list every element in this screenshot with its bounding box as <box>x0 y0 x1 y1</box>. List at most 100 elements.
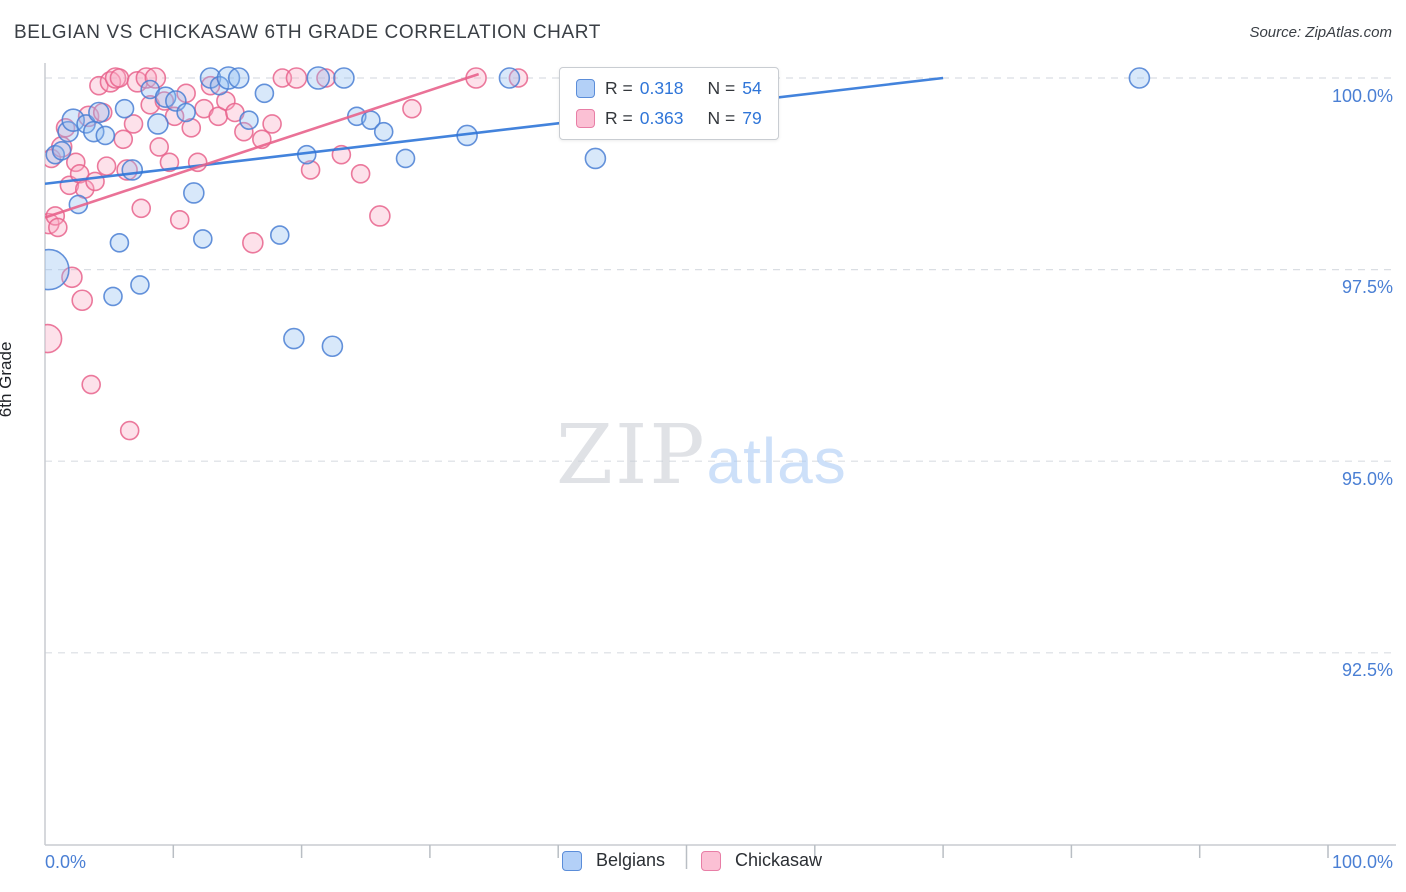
y-tick-label-100: 100.0% <box>1331 86 1393 106</box>
chart-legend: Belgians Chickasaw <box>0 850 1406 871</box>
scatter-point-chickasaw <box>123 114 144 134</box>
chickasaw-swatch <box>576 109 595 128</box>
n-label: N = <box>707 78 736 98</box>
legend-belgians-swatch <box>561 850 582 871</box>
scatter-point-chickasaw <box>119 420 140 441</box>
scatter-point-belgians <box>51 141 72 161</box>
scatter-point-chickasaw <box>109 68 130 88</box>
scatter-point-belgians <box>1128 67 1151 89</box>
chickasaw-r-value: 0.363 <box>639 108 684 128</box>
scatter-point-belgians <box>121 159 144 181</box>
scatter-point-chickasaw <box>316 68 336 88</box>
source-attribution: Source: ZipAtlas.com <box>1249 24 1392 41</box>
scatter-point-belgians <box>130 275 150 295</box>
stats-row-belgians: R = 0.318 N = 54 <box>576 78 762 99</box>
scatter-point-chickasaw <box>402 98 422 119</box>
zipatlas-watermark: ZIPatlas <box>556 408 847 503</box>
legend-belgians-label: Belgians <box>595 850 665 870</box>
scatter-point-chickasaw <box>242 231 264 254</box>
stats-row-chickasaw: R = 0.363 N = 79 <box>576 108 762 129</box>
scatter-point-belgians <box>114 98 135 119</box>
scatter-point-belgians <box>103 286 123 307</box>
scatter-point-belgians <box>321 335 344 358</box>
scatter-point-chickasaw <box>159 152 180 173</box>
scatter-point-belgians <box>176 102 196 123</box>
scatter-point-belgians <box>109 232 130 253</box>
legend-chickasaw-label: Chickasaw <box>735 850 823 870</box>
trend-line-belgians <box>45 76 944 186</box>
scatter-point-belgians <box>373 121 394 142</box>
x-ticks-group <box>172 845 1329 869</box>
scatter-point-belgians <box>584 147 607 170</box>
scatter-point-belgians <box>306 66 331 90</box>
scatter-point-chickasaw <box>89 75 109 96</box>
scatter-point-chickasaw <box>169 209 190 230</box>
watermark-atlas-text: atlas <box>706 425 847 497</box>
scatter-point-belgians <box>227 67 250 89</box>
scatter-point-chickasaw <box>300 160 321 180</box>
trend-line-chickasaw <box>45 72 480 219</box>
gridlines-group <box>45 77 1396 654</box>
scatter-point-belgians <box>193 229 213 249</box>
scatter-point-chickasaw <box>71 289 94 312</box>
scatter-point-belgians <box>269 225 290 245</box>
scatter-point-belgians <box>147 113 169 135</box>
belgians-swatch <box>576 79 595 98</box>
belgians-n-value: 54 <box>742 78 762 98</box>
correlation-stats-box: R = 0.318 N = 54 R = 0.363 N = 79 <box>559 67 779 140</box>
scatter-point-chickasaw <box>350 164 371 184</box>
scatter-points-group <box>45 66 1151 441</box>
scatter-point-belgians <box>254 83 275 104</box>
scatter-point-chickasaw <box>369 205 391 227</box>
scatter-point-chickasaw <box>144 67 167 89</box>
scatter-point-chickasaw <box>234 121 254 142</box>
scatter-point-belgians <box>95 125 116 146</box>
belgians-r-value: 0.318 <box>639 78 684 98</box>
scatter-point-chickasaw <box>131 198 152 219</box>
scatter-point-chickasaw <box>96 156 117 176</box>
y-tick-label-92-5: 92.5% <box>1341 660 1393 680</box>
scatter-point-belgians <box>498 67 521 89</box>
scatter-point-chickasaw <box>164 106 185 127</box>
scatter-point-chickasaw <box>61 266 83 289</box>
scatter-point-chickasaw <box>104 67 127 89</box>
legend-chickasaw-swatch <box>701 850 721 871</box>
scatter-point-belgians <box>183 182 205 204</box>
scatter-point-chickasaw <box>45 323 63 354</box>
page-title: BELGIAN VS CHICKASAW 6TH GRADE CORRELATI… <box>14 22 601 43</box>
r-label: R = <box>605 108 633 128</box>
scatter-point-chickasaw <box>508 68 529 88</box>
scatter-point-chickasaw <box>85 171 105 192</box>
x-axis-max-label: 100.0% <box>1331 852 1393 872</box>
scatter-point-chickasaw <box>285 67 308 89</box>
scatter-point-chickasaw <box>81 374 101 395</box>
x-axis-min-label: 0.0% <box>45 852 87 872</box>
y-tick-label-95: 95.0% <box>1341 469 1393 489</box>
scatter-point-chickasaw <box>113 129 134 150</box>
y-axis-title: 6th Grade <box>0 341 15 418</box>
scatter-point-belgians <box>283 327 305 350</box>
scatter-point-chickasaw <box>262 114 282 134</box>
scatter-point-belgians <box>57 120 79 143</box>
scatter-point-belgians <box>76 114 96 134</box>
scatter-point-belgians <box>61 108 86 132</box>
n-label: N = <box>707 108 736 128</box>
trend-lines-group <box>45 72 944 219</box>
watermark-zip-text: ZIP <box>556 408 707 503</box>
scatter-point-chickasaw <box>149 137 169 157</box>
scatter-point-belgians <box>88 101 110 124</box>
scatter-point-belgians <box>239 110 259 130</box>
scatter-point-chickasaw <box>65 152 86 173</box>
scatter-point-belgians <box>209 75 230 96</box>
r-label: R = <box>605 78 633 98</box>
y-tick-label-97-5: 97.5% <box>1341 277 1393 297</box>
chickasaw-n-value: 79 <box>742 108 762 128</box>
scatter-point-belgians <box>333 67 355 89</box>
scatter-point-chickasaw <box>181 118 202 138</box>
scatter-point-belgians <box>45 248 70 291</box>
scatter-point-belgians <box>395 148 416 169</box>
scatter-point-chickasaw <box>135 67 158 89</box>
scatter-point-chickasaw <box>48 217 68 238</box>
